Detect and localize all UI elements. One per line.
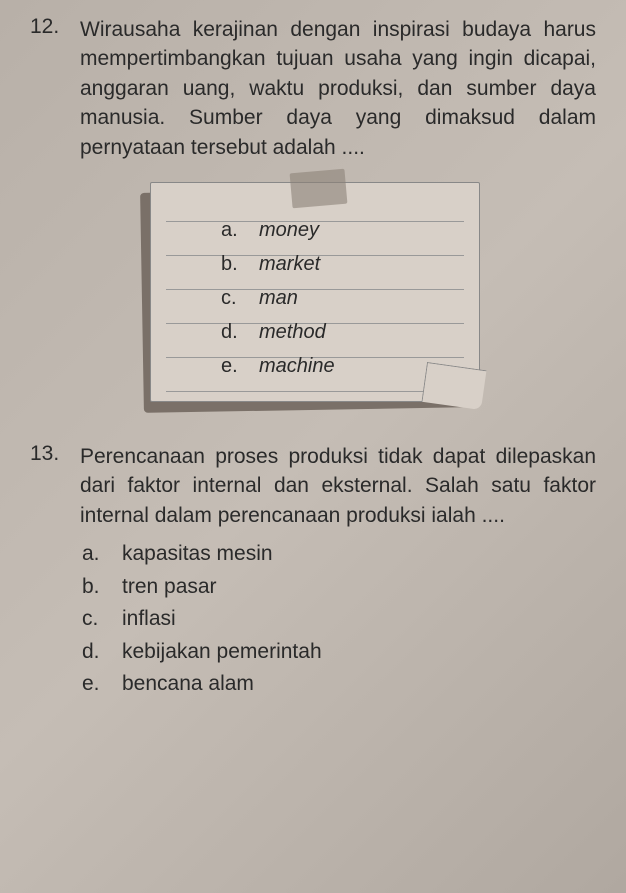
option-12e: e. machine (221, 349, 459, 383)
option-12d: d. method (221, 315, 459, 349)
option-text: bencana alam (122, 668, 254, 701)
option-letter: b. (221, 247, 241, 281)
option-13b: b. tren pasar (82, 571, 596, 604)
option-12c: c. man (221, 281, 459, 315)
option-13c: c. inflasi (82, 603, 596, 636)
option-text: inflasi (122, 603, 176, 636)
option-letter: a. (82, 538, 104, 571)
option-text: money (259, 213, 319, 247)
option-text: method (259, 315, 326, 349)
option-text: tren pasar (122, 571, 217, 604)
option-letter: e. (82, 668, 104, 701)
option-letter: d. (82, 636, 104, 669)
option-letter: d. (221, 315, 241, 349)
tape-icon (290, 169, 348, 209)
option-letter: e. (221, 349, 241, 383)
question-12-number: 12. (30, 15, 60, 39)
option-text: man (259, 281, 298, 315)
option-letter: b. (82, 571, 104, 604)
question-12: 12. Wirausaha kerajinan dengan inspirasi… (30, 15, 596, 412)
question-13-header: 13. Perencanaan proses produksi tidak da… (30, 442, 596, 530)
option-letter: c. (221, 281, 241, 315)
option-13d: d. kebijakan pemerintah (82, 636, 596, 669)
question-12-text: Wirausaha kerajinan dengan inspirasi bud… (80, 15, 596, 162)
question-12-options: a. money b. market c. man d. method e. (191, 213, 459, 383)
option-letter: a. (221, 213, 241, 247)
question-13-options: a. kapasitas mesin b. tren pasar c. infl… (30, 538, 596, 701)
question-13: 13. Perencanaan proses produksi tidak da… (30, 442, 596, 701)
option-text: market (259, 247, 320, 281)
option-13e: e. bencana alam (82, 668, 596, 701)
option-12a: a. money (221, 213, 459, 247)
option-13a: a. kapasitas mesin (82, 538, 596, 571)
option-letter: c. (82, 603, 104, 636)
option-text: kapasitas mesin (122, 538, 273, 571)
question-13-text: Perencanaan proses produksi tidak dapat … (80, 442, 596, 530)
option-text: kebijakan pemerintah (122, 636, 322, 669)
note-paper: a. money b. market c. man d. method e. (150, 182, 480, 402)
option-text: machine (259, 349, 335, 383)
question-13-number: 13. (30, 442, 60, 466)
sticky-note: a. money b. market c. man d. method e. (150, 182, 490, 412)
option-12b: b. market (221, 247, 459, 281)
question-12-header: 12. Wirausaha kerajinan dengan inspirasi… (30, 15, 596, 162)
